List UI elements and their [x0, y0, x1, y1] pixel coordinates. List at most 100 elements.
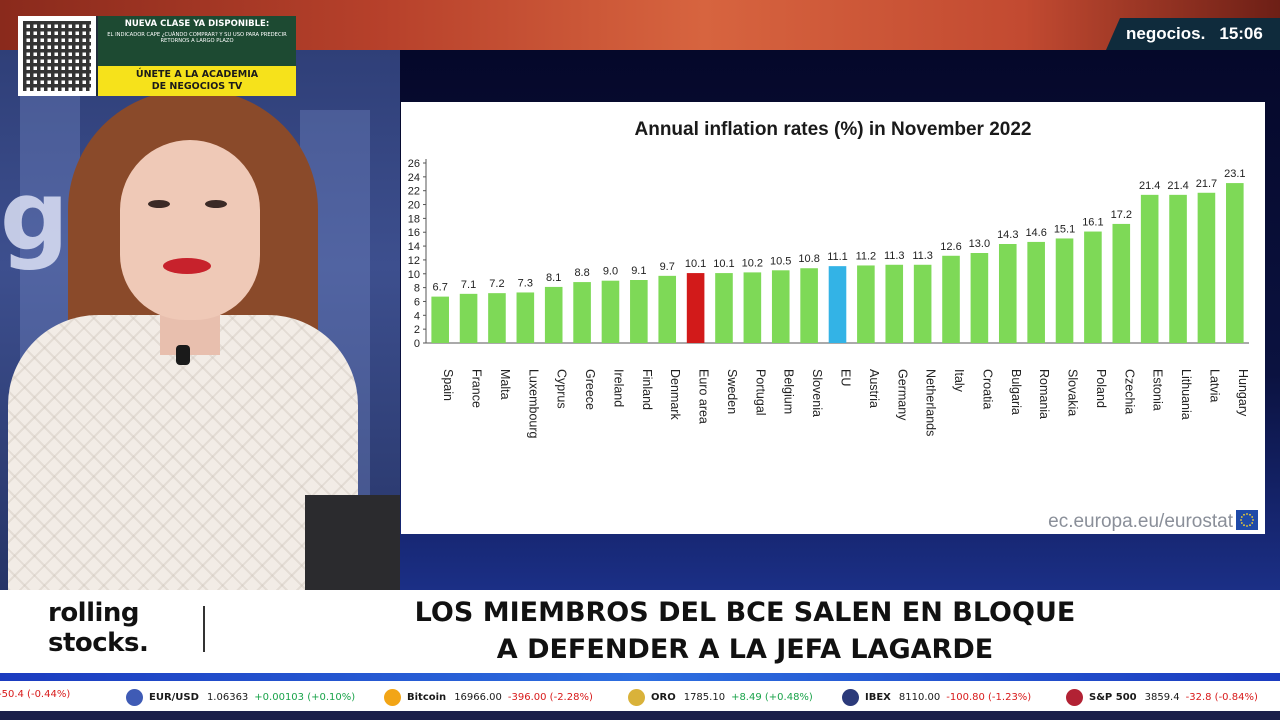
presenter-face — [120, 140, 260, 320]
bitcoin-icon — [384, 689, 401, 706]
promo-cta-line: ÚNETE A LA ACADEMIA — [135, 69, 259, 80]
x-tick-label: Germany — [895, 369, 909, 421]
eu-flag-icon — [1236, 510, 1258, 530]
ticker-item: S&P 500 3859.4 -32.8 (-0.84%) — [1066, 689, 1258, 706]
eu-flag-star — [1243, 524, 1245, 527]
ticker-symbol: S&P 500 — [1089, 692, 1137, 703]
ticker-value: 3859.4 — [1144, 692, 1180, 703]
x-tick-label: Malta — [498, 369, 512, 400]
data-label: 12.6 — [940, 241, 961, 253]
clock: 15:06 — [1219, 24, 1263, 43]
market-ticker: -50.4 (-0.44%) EUR/USD 1.06363 +0.00103 (+0… — [0, 681, 1280, 711]
ticker-value: 16966.00 — [454, 692, 502, 703]
x-tick-label: EU — [839, 369, 853, 386]
euro-dollar-icon — [126, 689, 143, 706]
y-tick-label: 16 — [408, 227, 420, 239]
x-tick-label: Belgium — [782, 369, 796, 414]
y-tick-label: 12 — [408, 255, 420, 267]
data-label: 13.0 — [969, 238, 990, 250]
ticker-change: +0.00103 (+0.10%) — [254, 692, 356, 703]
bar-italy — [942, 255, 960, 343]
data-label: 7.1 — [461, 279, 476, 291]
bar-portugal — [743, 272, 762, 343]
y-tick-label: 20 — [408, 200, 420, 212]
promo-cta[interactable]: ÚNETE A LA ACADEMIA DE NEGOCIOS TV — [98, 66, 296, 96]
data-label: 15.1 — [1054, 223, 1075, 235]
x-tick-label: Euro area — [697, 369, 711, 424]
bar-poland — [1084, 231, 1102, 343]
data-label: 10.1 — [685, 258, 706, 270]
bar-hungary — [1226, 183, 1244, 343]
x-tick-label: Cyprus — [555, 369, 569, 409]
y-tick-label: 26 — [408, 158, 420, 170]
data-label: 9.0 — [603, 266, 618, 278]
x-tick-label: Luxembourg — [526, 369, 540, 439]
bar-latvia — [1197, 192, 1216, 343]
divider — [203, 606, 205, 652]
y-tick-label: 18 — [408, 213, 420, 225]
x-tick-label: Spain — [441, 369, 455, 401]
data-label: 21.4 — [1167, 180, 1188, 192]
data-label: 7.2 — [489, 278, 504, 290]
eu-flag-star — [1240, 516, 1243, 518]
x-tick-label: Sweden — [725, 369, 739, 414]
bar-ireland — [601, 280, 620, 343]
bar-eu — [828, 266, 847, 343]
channel-name: negocios. — [1126, 24, 1206, 43]
lapel-microphone-icon — [176, 345, 190, 365]
eu-flag-star — [1249, 524, 1251, 527]
x-tick-label: Estonia — [1151, 369, 1165, 411]
ticker-accent-band — [0, 673, 1280, 681]
source-label: ec.europa.eu/eurostat — [1048, 511, 1234, 532]
ticker-value: 1.06363 — [206, 692, 249, 703]
presenter-sweater — [8, 315, 358, 590]
academy-promo[interactable]: NUEVA CLASE YA DISPONIBLE: EL INDICADOR … — [18, 16, 296, 96]
eu-flag-star — [1246, 525, 1248, 527]
ticker-change: -50.4 (-0.44%) — [0, 689, 71, 700]
data-label: 10.5 — [770, 255, 791, 267]
data-label: 11.3 — [912, 250, 933, 262]
headline-line: LOS MIEMBROS DEL BCE SALEN EN BLOQUE — [414, 597, 1076, 628]
x-tick-label: Finland — [640, 369, 654, 410]
x-tick-label: Romania — [1037, 369, 1051, 419]
data-label: 8.1 — [546, 272, 561, 284]
data-label: 9.1 — [631, 265, 646, 277]
bar-estonia — [1140, 194, 1159, 343]
bar-spain — [431, 296, 449, 343]
data-label: 14.3 — [997, 229, 1018, 241]
program-logo-line: rolling — [48, 598, 140, 628]
x-tick-label: Portugal — [753, 369, 767, 416]
data-label: 16.1 — [1082, 217, 1103, 229]
inflation-bar-chart: Annual inflation rates (%) in November 2… — [408, 119, 1258, 532]
inflation-chart-panel: Annual inflation rates (%) in November 2… — [401, 102, 1265, 534]
ticker-symbol: Bitcoin — [407, 692, 447, 703]
bar-czechia — [1112, 223, 1131, 343]
y-tick-label: 0 — [414, 338, 420, 350]
bar-belgium — [771, 270, 790, 343]
laptop — [305, 495, 400, 590]
ticker-value: 1785.10 — [683, 692, 726, 703]
program-logo-line: stocks. — [48, 628, 149, 658]
channel-logo: negocios. 15:06 — [1106, 18, 1280, 50]
data-label: 11.2 — [856, 250, 877, 262]
x-tick-label: Poland — [1094, 369, 1108, 408]
eu-flag-star — [1252, 519, 1254, 521]
x-tick-label: Denmark — [668, 369, 682, 420]
bar-denmark — [658, 275, 677, 343]
bar-lithuania — [1169, 194, 1187, 343]
x-tick-label: Bulgaria — [1009, 369, 1023, 415]
qr-code-icon[interactable] — [18, 16, 96, 96]
presenter-eye — [205, 200, 227, 208]
bar-cyprus — [544, 286, 563, 343]
ticker-change: -396.00 (-2.28%) — [507, 692, 593, 703]
x-tick-label: Slovenia — [810, 369, 824, 417]
eu-flag-star — [1251, 522, 1254, 524]
data-label: 7.3 — [518, 277, 533, 289]
sp500-flag-icon — [1066, 689, 1083, 706]
eu-flag-star — [1243, 513, 1245, 516]
x-tick-label: Czechia — [1122, 369, 1136, 414]
bar-romania — [1027, 241, 1045, 343]
ibex-flag-icon — [842, 689, 859, 706]
bar-greece — [573, 282, 591, 343]
